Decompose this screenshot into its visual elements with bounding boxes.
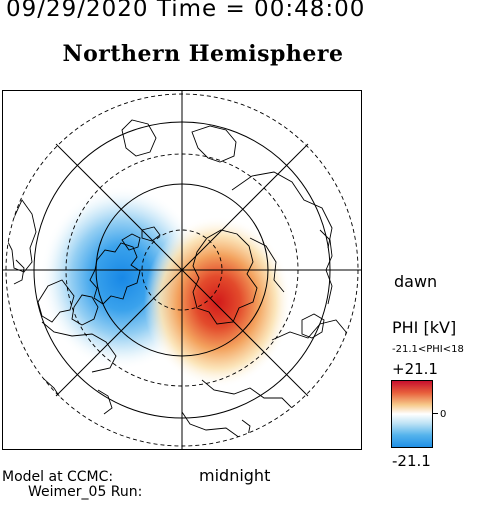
dawn-label: dawn xyxy=(394,272,438,291)
model-label: Model at CCMC: xyxy=(2,469,114,485)
meridian-lines xyxy=(2,90,362,450)
timestamp: 09/29/2020 Time = 00:48:00 xyxy=(6,0,366,22)
colorbar-min-label: -21.1 xyxy=(392,452,431,470)
colorbar xyxy=(391,380,433,448)
colorbar-title: PHI [kV] xyxy=(392,318,457,337)
colorbar-max-label: +21.1 xyxy=(392,360,438,378)
colorbar-zero-label: 0 xyxy=(440,409,447,420)
colorbar-zero-tick xyxy=(433,413,438,414)
map-title: Northern Hemisphere xyxy=(62,41,344,67)
coastlines xyxy=(6,119,347,439)
colorbar-range: -21.1<PHI<18 xyxy=(392,344,464,355)
dawn-cell-blob xyxy=(144,216,292,388)
midnight-label: midnight xyxy=(199,466,271,485)
polar-map xyxy=(2,90,362,450)
run-label: Weimer_05 Run: xyxy=(28,484,143,500)
